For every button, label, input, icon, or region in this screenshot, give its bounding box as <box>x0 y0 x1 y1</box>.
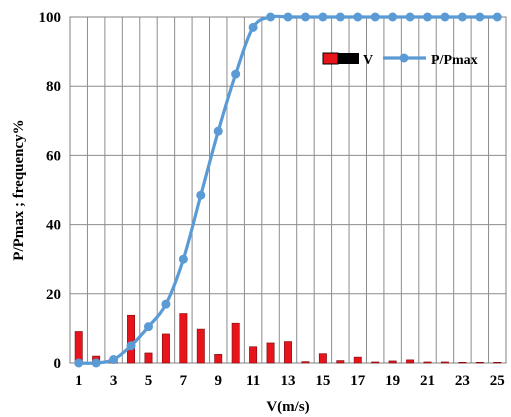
y-tick-label: 100 <box>39 10 62 26</box>
line-point <box>318 12 328 22</box>
x-axis-ticks: 1 3 5 7 9 11 13 15 17 19 21 23 25 <box>75 373 505 389</box>
bar <box>161 333 170 364</box>
line-point <box>370 12 380 22</box>
bar <box>388 360 397 364</box>
x-tick-label: 19 <box>385 373 400 389</box>
legend-swatch-shadow <box>338 53 359 64</box>
grid <box>69 16 507 364</box>
bar <box>74 331 83 364</box>
x-tick-label: 23 <box>455 373 470 389</box>
bar <box>475 362 484 364</box>
bar <box>266 342 275 364</box>
line-point <box>266 12 276 22</box>
y-tick-label: 0 <box>54 356 62 372</box>
line-point <box>335 12 345 22</box>
y-tick-label: 40 <box>46 218 61 234</box>
bar <box>440 361 449 364</box>
plot-area <box>69 16 507 364</box>
bar <box>231 322 240 364</box>
line-point <box>143 322 153 332</box>
bar <box>336 360 345 364</box>
bar <box>214 354 223 364</box>
line-series <box>74 12 502 368</box>
x-tick-label: 21 <box>420 373 435 389</box>
line-point <box>196 190 206 200</box>
x-axis-title: V(m/s) <box>266 399 309 415</box>
y-tick-label: 80 <box>46 79 61 95</box>
x-tick-label: 15 <box>315 373 330 389</box>
x-tick-label: 7 <box>180 373 188 389</box>
x-tick-label: 1 <box>75 373 83 389</box>
line-point <box>475 12 485 22</box>
line-point <box>492 12 502 22</box>
bar <box>371 361 380 364</box>
line-point <box>126 341 136 351</box>
bar <box>353 356 362 364</box>
bar <box>179 313 188 364</box>
bar <box>127 314 136 364</box>
legend-label-v: V <box>363 53 373 68</box>
line-point <box>353 12 363 22</box>
y-axis-title: P/Pmax ; frequency% <box>11 119 27 260</box>
line-point <box>405 12 415 22</box>
line-point <box>300 12 310 22</box>
bar <box>318 353 327 364</box>
line-point <box>440 12 450 22</box>
line-point <box>231 69 241 79</box>
x-tick-label: 17 <box>350 373 366 389</box>
x-tick-label: 3 <box>110 373 118 389</box>
y-tick-label: 60 <box>46 148 61 164</box>
line-point <box>457 12 467 22</box>
line-point <box>248 22 258 32</box>
bar <box>249 346 258 364</box>
x-tick-label: 9 <box>214 373 222 389</box>
legend-label-ppmax: P/Pmax <box>431 53 478 68</box>
bar <box>196 328 205 364</box>
bar <box>458 362 467 364</box>
x-tick-label: 5 <box>145 373 153 389</box>
line-point <box>423 12 433 22</box>
line-path <box>78 14 498 365</box>
x-tick-label: 11 <box>246 373 260 389</box>
bar <box>144 352 153 364</box>
bar <box>301 361 310 364</box>
line-point <box>74 358 84 368</box>
bar <box>406 359 415 364</box>
bar <box>493 362 502 364</box>
x-tick-label: 25 <box>490 373 505 389</box>
line-point <box>161 299 171 309</box>
legend: V P/Pmax <box>322 52 478 68</box>
legend-swatch-v <box>322 52 339 65</box>
legend-marker-ppmax <box>399 53 409 63</box>
bar-series <box>74 313 502 364</box>
x-tick-label: 13 <box>281 373 296 389</box>
line-point <box>91 358 101 368</box>
line-point <box>178 254 188 264</box>
bar <box>423 361 432 364</box>
line-point <box>213 126 223 136</box>
line-point <box>283 12 293 22</box>
y-tick-label: 20 <box>46 287 61 303</box>
bar <box>284 341 292 364</box>
line-point <box>388 12 398 22</box>
line-point <box>109 355 119 365</box>
y-axis-ticks: 0 20 40 60 80 100 <box>39 10 62 372</box>
